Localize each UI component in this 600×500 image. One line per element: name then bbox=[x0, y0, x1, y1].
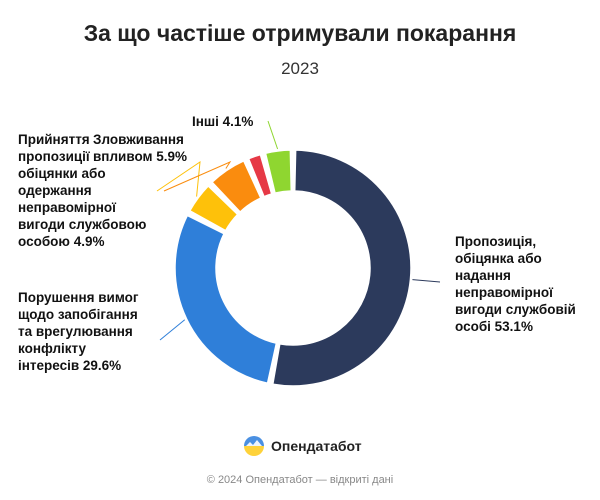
label-accepting-bribe: Прийняття пропозиції обіцянки або одержа… bbox=[18, 132, 147, 249]
label-bribe-offer: Пропозиція, обіцянка або надання неправо… bbox=[455, 234, 576, 334]
leader-line bbox=[267, 120, 279, 150]
slice-unlabeled bbox=[247, 153, 273, 198]
leader-line bbox=[163, 160, 232, 192]
brand: Опендатабот bbox=[243, 434, 362, 458]
label-other: Інші 4.1% bbox=[192, 114, 254, 129]
slice-other bbox=[264, 149, 293, 195]
chart-title: За що частіше отримували покарання bbox=[83, 20, 517, 46]
slice-bribe-offer bbox=[271, 149, 412, 387]
chart-subtitle: 2023 bbox=[281, 59, 319, 78]
slice-conflict-of-interest bbox=[174, 214, 278, 385]
leader-line bbox=[159, 319, 186, 341]
label-conflict-of-interest: Порушення вимог щодо запобігання та врег… bbox=[18, 290, 139, 373]
footer-copyright: © 2024 Опендатабот — відкриті дані bbox=[206, 474, 394, 486]
slice-accepting-bribe bbox=[188, 184, 239, 232]
opendatabot-logo-icon bbox=[244, 436, 264, 456]
label-influence-abuse: Зловживання впливом 5.9% bbox=[93, 132, 188, 164]
brand-name: Опендатабот bbox=[271, 438, 362, 454]
slice-influence-abuse bbox=[210, 159, 262, 214]
leader-line bbox=[156, 160, 201, 197]
leader-line bbox=[412, 279, 441, 283]
